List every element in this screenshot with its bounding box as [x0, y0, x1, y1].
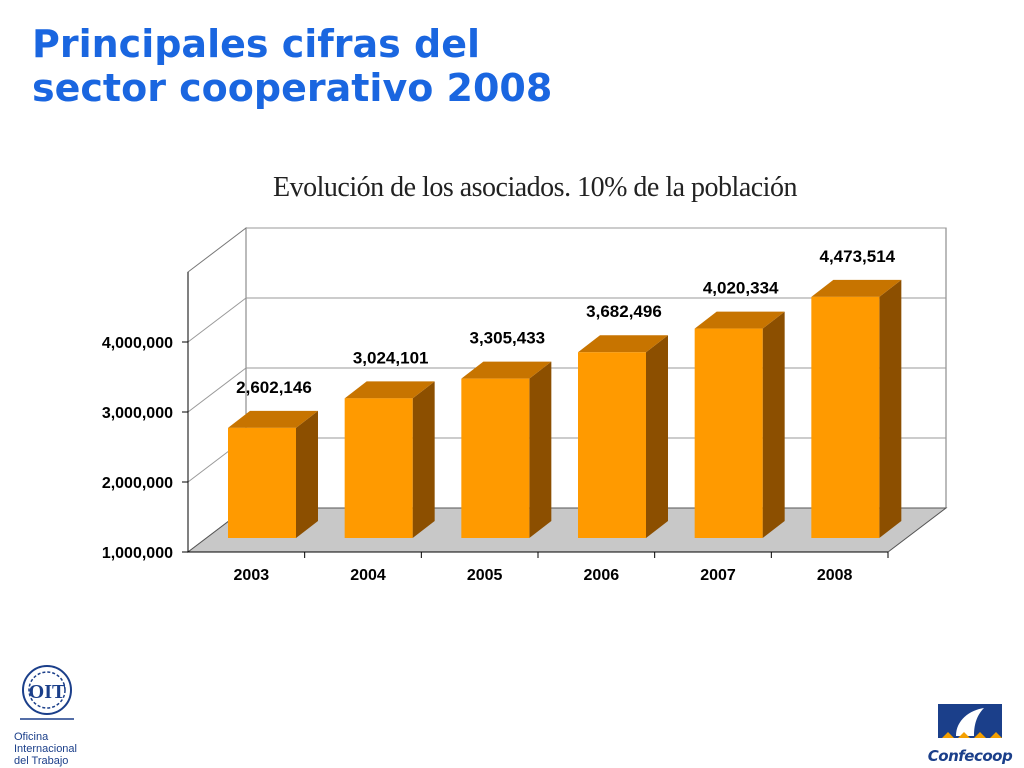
slide-title-line2: sector cooperativo 2008 [32, 66, 553, 110]
bar-top [228, 410, 318, 428]
gridline-side [187, 367, 247, 413]
slide-title-line1: Principales cifras del [32, 22, 481, 66]
bar-side [879, 279, 902, 538]
bar [344, 398, 413, 538]
data-label: 3,024,101 [353, 348, 429, 367]
bar-top [694, 311, 785, 329]
bar-side [412, 381, 435, 538]
data-label: 3,305,433 [470, 329, 546, 348]
oit-logo-text: Oficina Internacional del Trabajo [14, 731, 84, 767]
data-label: 2,602,146 [236, 378, 312, 397]
x-tick-label: 2006 [584, 567, 620, 584]
oit-text-line3: del Trabajo [14, 755, 69, 767]
bar [461, 378, 530, 538]
confecoop-text: Confecoop [927, 747, 1013, 765]
x-tick-label: 2008 [817, 567, 853, 584]
data-label: 4,473,514 [820, 247, 896, 266]
oit-emblem-icon: OIT [20, 665, 74, 720]
x-tick-label: 2003 [234, 567, 270, 584]
bar [578, 352, 646, 538]
y-tick-label: 1,000,000 [102, 545, 173, 562]
slide-title: Principales cifras del sector cooperativ… [32, 22, 552, 110]
bar [228, 427, 296, 538]
chart-title: Evolución de los asociados. 10% de la po… [273, 172, 797, 203]
bar-side [296, 410, 318, 538]
oit-text-line1: Oficina [14, 731, 49, 743]
bar-top [461, 361, 552, 379]
oit-text-line2: Internacional [14, 743, 77, 755]
bar-side [762, 311, 785, 538]
x-tick-label: 2007 [700, 567, 736, 584]
bar-side [646, 335, 668, 538]
confecoop-emblem-icon [938, 704, 1002, 738]
bar-top [578, 335, 668, 353]
data-label: 4,020,334 [703, 279, 779, 298]
bar-side [529, 361, 552, 538]
bar [811, 296, 880, 538]
bar [694, 328, 763, 538]
oit-logo: OIT Oficina Internacional del Trabajo [14, 662, 84, 767]
oit-mark: OIT [29, 681, 66, 703]
x-tick-label: 2004 [350, 567, 386, 584]
confecoop-logo: Confecoop [918, 700, 1022, 765]
bar-top [811, 279, 902, 297]
gridline-side [187, 297, 247, 343]
y-tick-label: 3,000,000 [102, 405, 173, 422]
data-label: 3,682,496 [586, 302, 662, 321]
y-tick-label: 4,000,000 [102, 335, 173, 352]
bar-top [344, 381, 435, 399]
x-tick-label: 2005 [467, 567, 503, 584]
y-tick-label: 2,000,000 [102, 475, 173, 492]
